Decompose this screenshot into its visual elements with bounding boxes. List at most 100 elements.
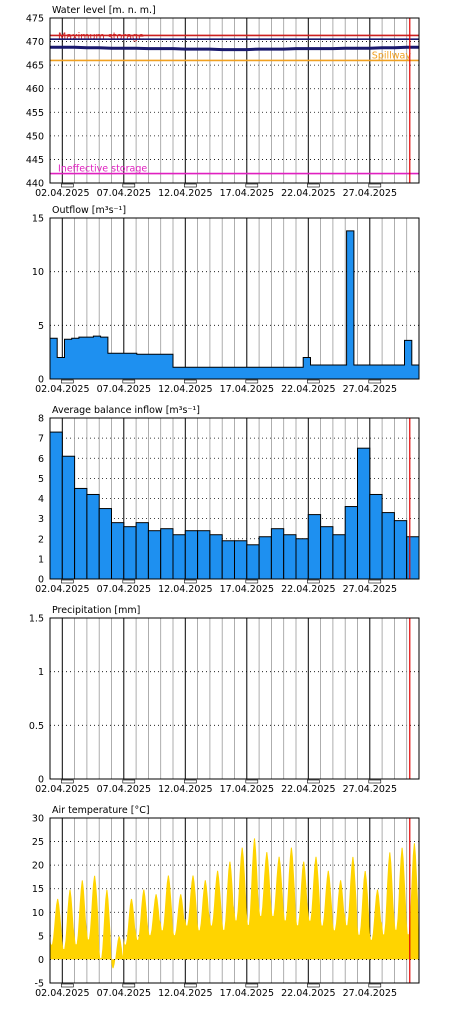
- x-tick-mark: [122, 183, 136, 188]
- inflow-bar: [320, 526, 334, 580]
- chart-panel-2: 0 5 10 15 Outflow [m³s⁻¹] 02.04.2025 07.04.202…: [32, 205, 420, 395]
- inflow-bar: [111, 522, 125, 580]
- x-tick-mark: [184, 779, 197, 784]
- inflow-bar: [393, 520, 408, 580]
- inflow-bar: [283, 534, 297, 580]
- x-tick-label: 07.04.2025: [97, 988, 151, 999]
- panel-title: Outflow [m³s⁻¹]: [52, 205, 126, 216]
- x-tick-label: 07.04.2025: [97, 188, 151, 199]
- inflow-bar: [270, 528, 285, 580]
- inflow-bar: [406, 536, 420, 580]
- x-tick-mark: [245, 579, 259, 584]
- y-tick-label: 440: [26, 179, 44, 190]
- x-tick-mark: [122, 983, 136, 988]
- x-tick-mark: [245, 183, 259, 188]
- x-tick-label: 22.04.2025: [281, 784, 335, 795]
- plot-frame: [49, 417, 420, 580]
- y-tick-label: 5: [38, 474, 44, 485]
- chart-panel-5: -5 0 5 10 15 20 25 30 Air temperature [°C] 02.04.…: [32, 805, 420, 999]
- x-tick-mark: [122, 579, 136, 584]
- x-tick-mark: [184, 983, 197, 988]
- x-tick-label: 02.04.2025: [35, 784, 89, 795]
- y-tick-label: 8: [38, 414, 44, 425]
- x-tick-label: 27.04.2025: [343, 584, 397, 595]
- x-tick-label: 22.04.2025: [281, 384, 335, 395]
- inflow-bar: [74, 487, 88, 580]
- panel-title: Air temperature [°C]: [52, 805, 150, 816]
- y-tick-label: 15: [32, 214, 44, 225]
- inflow-bar: [234, 540, 248, 580]
- y-tick-label: 10: [32, 267, 44, 278]
- x-tick-label: 17.04.2025: [220, 988, 274, 999]
- y-tick-label: 0: [38, 775, 44, 786]
- y-tick-label: 2: [38, 534, 44, 545]
- inflow-bar: [123, 526, 137, 580]
- inflow-bar: [344, 506, 359, 580]
- y-tick-label: 0: [38, 575, 44, 586]
- y-tick-label: 445: [26, 155, 44, 166]
- y-tick-label: 25: [32, 837, 44, 848]
- x-tick-mark: [306, 379, 320, 384]
- inflow-bar: [221, 540, 235, 580]
- x-tick-mark: [245, 779, 259, 784]
- x-tick-mark: [306, 579, 320, 584]
- water-level-line: [50, 45, 419, 52]
- x-tick-label: 02.04.2025: [35, 988, 89, 999]
- y-tick-label: 7: [38, 434, 44, 445]
- inflow-bar: [369, 493, 383, 580]
- inflow-bar: [184, 530, 199, 580]
- inflow-bar: [209, 534, 223, 580]
- inflow-bar: [381, 512, 395, 580]
- x-tick-label: 27.04.2025: [343, 188, 397, 199]
- y-tick-label: 20: [32, 861, 44, 872]
- x-tick-mark: [60, 983, 74, 988]
- y-tick-label: 1.5: [29, 614, 44, 625]
- panel-title: Precipitation [mm]: [52, 605, 140, 616]
- x-tick-mark: [184, 183, 197, 188]
- y-tick-label: 0: [38, 375, 44, 386]
- x-tick-label: 27.04.2025: [343, 784, 397, 795]
- x-tick-mark: [184, 379, 197, 384]
- plot-frame: [49, 217, 420, 380]
- inflow-bar: [295, 538, 309, 580]
- chart-panel-3: 0 1 2 3 4 5 6 7 8 Average balance inflow [m³s⁻¹] 0…: [35, 405, 420, 595]
- air-temperature-area: [50, 838, 419, 969]
- y-tick-label: 0: [38, 955, 44, 966]
- x-tick-mark: [306, 983, 320, 988]
- y-tick-label: 0.5: [29, 721, 44, 732]
- x-tick-label: 22.04.2025: [281, 584, 335, 595]
- x-tick-label: 17.04.2025: [220, 188, 274, 199]
- x-tick-mark: [122, 379, 136, 384]
- inflow-bar: [86, 493, 100, 580]
- x-tick-label: 12.04.2025: [158, 188, 212, 199]
- y-tick-label: 460: [26, 84, 44, 95]
- x-tick-mark: [122, 779, 136, 784]
- x-tick-label: 12.04.2025: [158, 988, 212, 999]
- inflow-bar: [135, 522, 149, 580]
- y-tick-label: 15: [32, 884, 44, 895]
- panel-title: Water level [m. n. m.]: [52, 5, 156, 16]
- y-tick-label: 450: [26, 131, 44, 142]
- plot-frame: [49, 17, 420, 184]
- x-tick-label: 12.04.2025: [158, 384, 212, 395]
- x-tick-mark: [368, 183, 382, 188]
- x-tick-mark: [368, 379, 382, 384]
- x-tick-mark: [368, 779, 382, 784]
- inflow-bar: [307, 514, 322, 580]
- x-tick-label: 12.04.2025: [158, 784, 212, 795]
- x-tick-mark: [60, 579, 74, 584]
- x-tick-mark: [60, 779, 74, 784]
- x-tick-label: 02.04.2025: [35, 584, 89, 595]
- outflow-area: [49, 230, 420, 380]
- y-tick-label: 5: [38, 931, 44, 942]
- chart-panel-1: 440 445 450 455 460 465 470 475 Maximum storage S…: [26, 5, 420, 199]
- x-tick-label: 02.04.2025: [35, 188, 89, 199]
- y-tick-label: 465: [26, 61, 44, 72]
- y-tick-label: -5: [35, 979, 44, 990]
- y-tick-label: 1: [38, 667, 44, 678]
- inflow-bar: [332, 534, 346, 580]
- x-tick-label: 07.04.2025: [97, 384, 151, 395]
- y-tick-label: 5: [38, 321, 44, 332]
- x-tick-mark: [306, 779, 320, 784]
- x-tick-label: 22.04.2025: [281, 988, 335, 999]
